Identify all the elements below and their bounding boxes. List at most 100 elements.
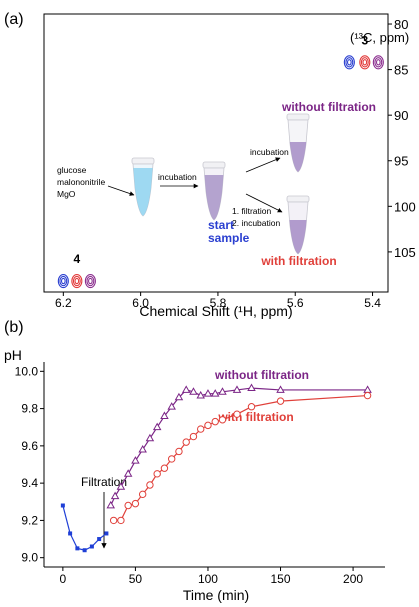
arrow: [107, 185, 135, 196]
y-tick-label: 95: [394, 154, 408, 169]
panel-label: (a): [4, 11, 24, 28]
contour-spot: [372, 55, 384, 70]
marker: [233, 410, 241, 418]
panel-label: (b): [4, 319, 24, 336]
y-tick-label: 9.8: [21, 402, 38, 416]
peak-label: 4: [74, 252, 81, 266]
x-tick-label: 0: [60, 572, 67, 586]
marker: [109, 516, 118, 525]
y-tick-label: 9.0: [21, 551, 38, 565]
annotation: malononitrile: [57, 177, 105, 187]
panel-a: (a) Chemical Shift (¹H, ppm) (¹³C, ppm) …: [4, 11, 416, 319]
y-tick-label: 80: [394, 17, 408, 32]
arrow: [245, 157, 281, 173]
contour-ring: [72, 275, 81, 287]
marker: [75, 546, 80, 551]
tube: [286, 195, 310, 255]
tube: [202, 161, 226, 221]
marker: [218, 416, 227, 424]
contour-spot: [71, 274, 83, 289]
marker: [181, 385, 191, 393]
marker: [138, 490, 147, 499]
tube-liquid: [133, 168, 153, 216]
marker: [152, 422, 162, 431]
contour-ring: [343, 55, 355, 70]
marker: [182, 438, 190, 446]
tube-cap: [286, 195, 310, 203]
y-tick-label: 100: [394, 199, 416, 214]
arrow: [245, 193, 283, 213]
marker: [189, 387, 198, 395]
annotation: with filtration: [260, 254, 336, 268]
annotation: 1. filtration: [232, 206, 271, 216]
contour-ring: [59, 275, 68, 287]
contour-ring: [86, 275, 95, 287]
marker: [211, 417, 219, 426]
x-tick-label: 100: [198, 572, 218, 586]
annotation: Filtration: [81, 475, 127, 489]
x-axis-label: Time (min): [183, 587, 249, 603]
peak-label: 3: [361, 33, 368, 47]
marker: [117, 516, 125, 525]
marker: [276, 397, 285, 405]
contour-spot: [84, 274, 96, 289]
series-label: without filtration: [214, 368, 309, 382]
y-axis-label: (¹³C, ppm): [350, 30, 409, 45]
x-tick-label: 50: [129, 572, 143, 586]
marker: [138, 444, 147, 453]
annotation: start: [208, 218, 234, 232]
marker: [68, 531, 73, 536]
marker: [145, 433, 155, 442]
y-tick-label: 90: [394, 108, 408, 123]
x-axis-label: Chemical Shift (¹H, ppm): [139, 303, 292, 319]
x-tick-label: 5.8: [210, 296, 227, 310]
marker: [146, 481, 154, 489]
panel-b: (b) pH Time (min) Filtration without fil…: [4, 319, 385, 603]
y-tick-label: 10.0: [15, 364, 39, 378]
marker: [124, 501, 132, 510]
annotation: sample: [208, 231, 250, 245]
annotation: without filtration: [281, 100, 376, 114]
marker: [247, 403, 256, 411]
contour-ring: [71, 274, 83, 289]
marker: [110, 491, 120, 500]
marker: [204, 421, 212, 430]
tube-liquid: [289, 220, 307, 254]
marker: [247, 383, 256, 391]
marker: [189, 432, 198, 441]
marker: [210, 389, 220, 397]
series-line: [62, 505, 107, 551]
x-tick-label: 6.0: [132, 296, 149, 310]
tube-liquid: [204, 175, 224, 220]
marker: [276, 385, 285, 393]
x-tick-label: 200: [343, 572, 363, 586]
marker: [104, 531, 109, 536]
marker: [60, 503, 65, 508]
contour-ring: [60, 277, 66, 285]
tube-cap: [202, 161, 226, 169]
marker: [160, 464, 169, 472]
marker: [116, 482, 126, 490]
marker: [218, 387, 227, 395]
marker: [153, 470, 161, 478]
marker: [197, 425, 205, 433]
x-tick-label: 5.6: [287, 296, 304, 310]
marker: [175, 447, 183, 456]
contour-ring: [345, 57, 354, 68]
annotation: 2. incubation: [232, 218, 280, 228]
contour-ring: [346, 59, 352, 66]
x-tick-label: 150: [271, 572, 291, 586]
contour-ring: [362, 59, 368, 66]
annotation: MgO: [57, 189, 76, 199]
contour-ring: [88, 277, 93, 285]
y-tick-label: 9.6: [21, 439, 38, 453]
x-tick-label: 6.2: [55, 296, 72, 310]
marker: [160, 411, 169, 419]
annotation: glucose: [57, 165, 87, 175]
contour-ring: [372, 55, 384, 70]
marker: [131, 499, 140, 508]
contour-ring: [375, 59, 381, 66]
x-tick-label: 5.4: [364, 296, 381, 310]
marker: [106, 500, 116, 509]
